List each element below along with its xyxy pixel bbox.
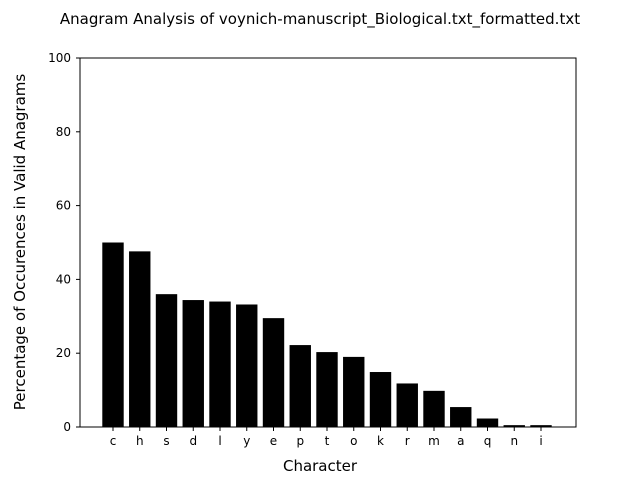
x-tick-label: s — [163, 434, 169, 448]
bar-i — [530, 425, 552, 427]
x-tick-label: i — [539, 434, 542, 448]
x-tick-label: p — [296, 434, 304, 448]
bars-group — [102, 242, 552, 427]
x-axis-label: Character — [283, 457, 358, 475]
y-tick-label: 100 — [48, 51, 71, 65]
bar-s — [155, 294, 178, 427]
x-tick-label: o — [350, 434, 357, 448]
x-tick-label: q — [484, 434, 492, 448]
y-tick-label: 80 — [56, 125, 71, 139]
y-axis-ticks: 0 20 40 60 80 100 — [48, 51, 80, 434]
bar-n — [503, 425, 525, 427]
y-tick-label: 40 — [56, 272, 71, 286]
x-tick-label: e — [270, 434, 277, 448]
y-axis-label: Percentage of Occurences in Valid Anagra… — [11, 74, 29, 411]
bar-k — [369, 372, 392, 427]
bar-h — [129, 251, 151, 427]
bar-q — [476, 418, 499, 427]
y-tick-label: 0 — [63, 420, 71, 434]
x-tick-label: k — [377, 434, 384, 448]
bar-o — [343, 356, 365, 427]
bar-c — [102, 242, 124, 427]
bar-d — [182, 300, 204, 427]
x-tick-label: y — [243, 434, 250, 448]
x-tick-label: c — [110, 434, 117, 448]
x-tick-label: l — [218, 434, 221, 448]
bar-y — [236, 304, 258, 427]
bar-t — [316, 352, 338, 427]
x-tick-label: r — [405, 434, 410, 448]
x-tick-label: d — [189, 434, 197, 448]
x-tick-label: n — [510, 434, 518, 448]
x-tick-label: t — [325, 434, 330, 448]
x-tick-label: h — [136, 434, 144, 448]
bar-p — [289, 345, 311, 427]
y-tick-label: 60 — [56, 199, 71, 213]
y-tick-label: 20 — [56, 346, 71, 360]
bar-a — [450, 407, 472, 427]
bar-m — [423, 390, 445, 427]
chart-title: Anagram Analysis of voynich-manuscript_B… — [60, 10, 580, 29]
bar-l — [209, 301, 231, 427]
bar-e — [262, 318, 285, 427]
x-tick-label: m — [428, 434, 440, 448]
x-tick-label: a — [457, 434, 464, 448]
bar-r — [396, 383, 418, 427]
